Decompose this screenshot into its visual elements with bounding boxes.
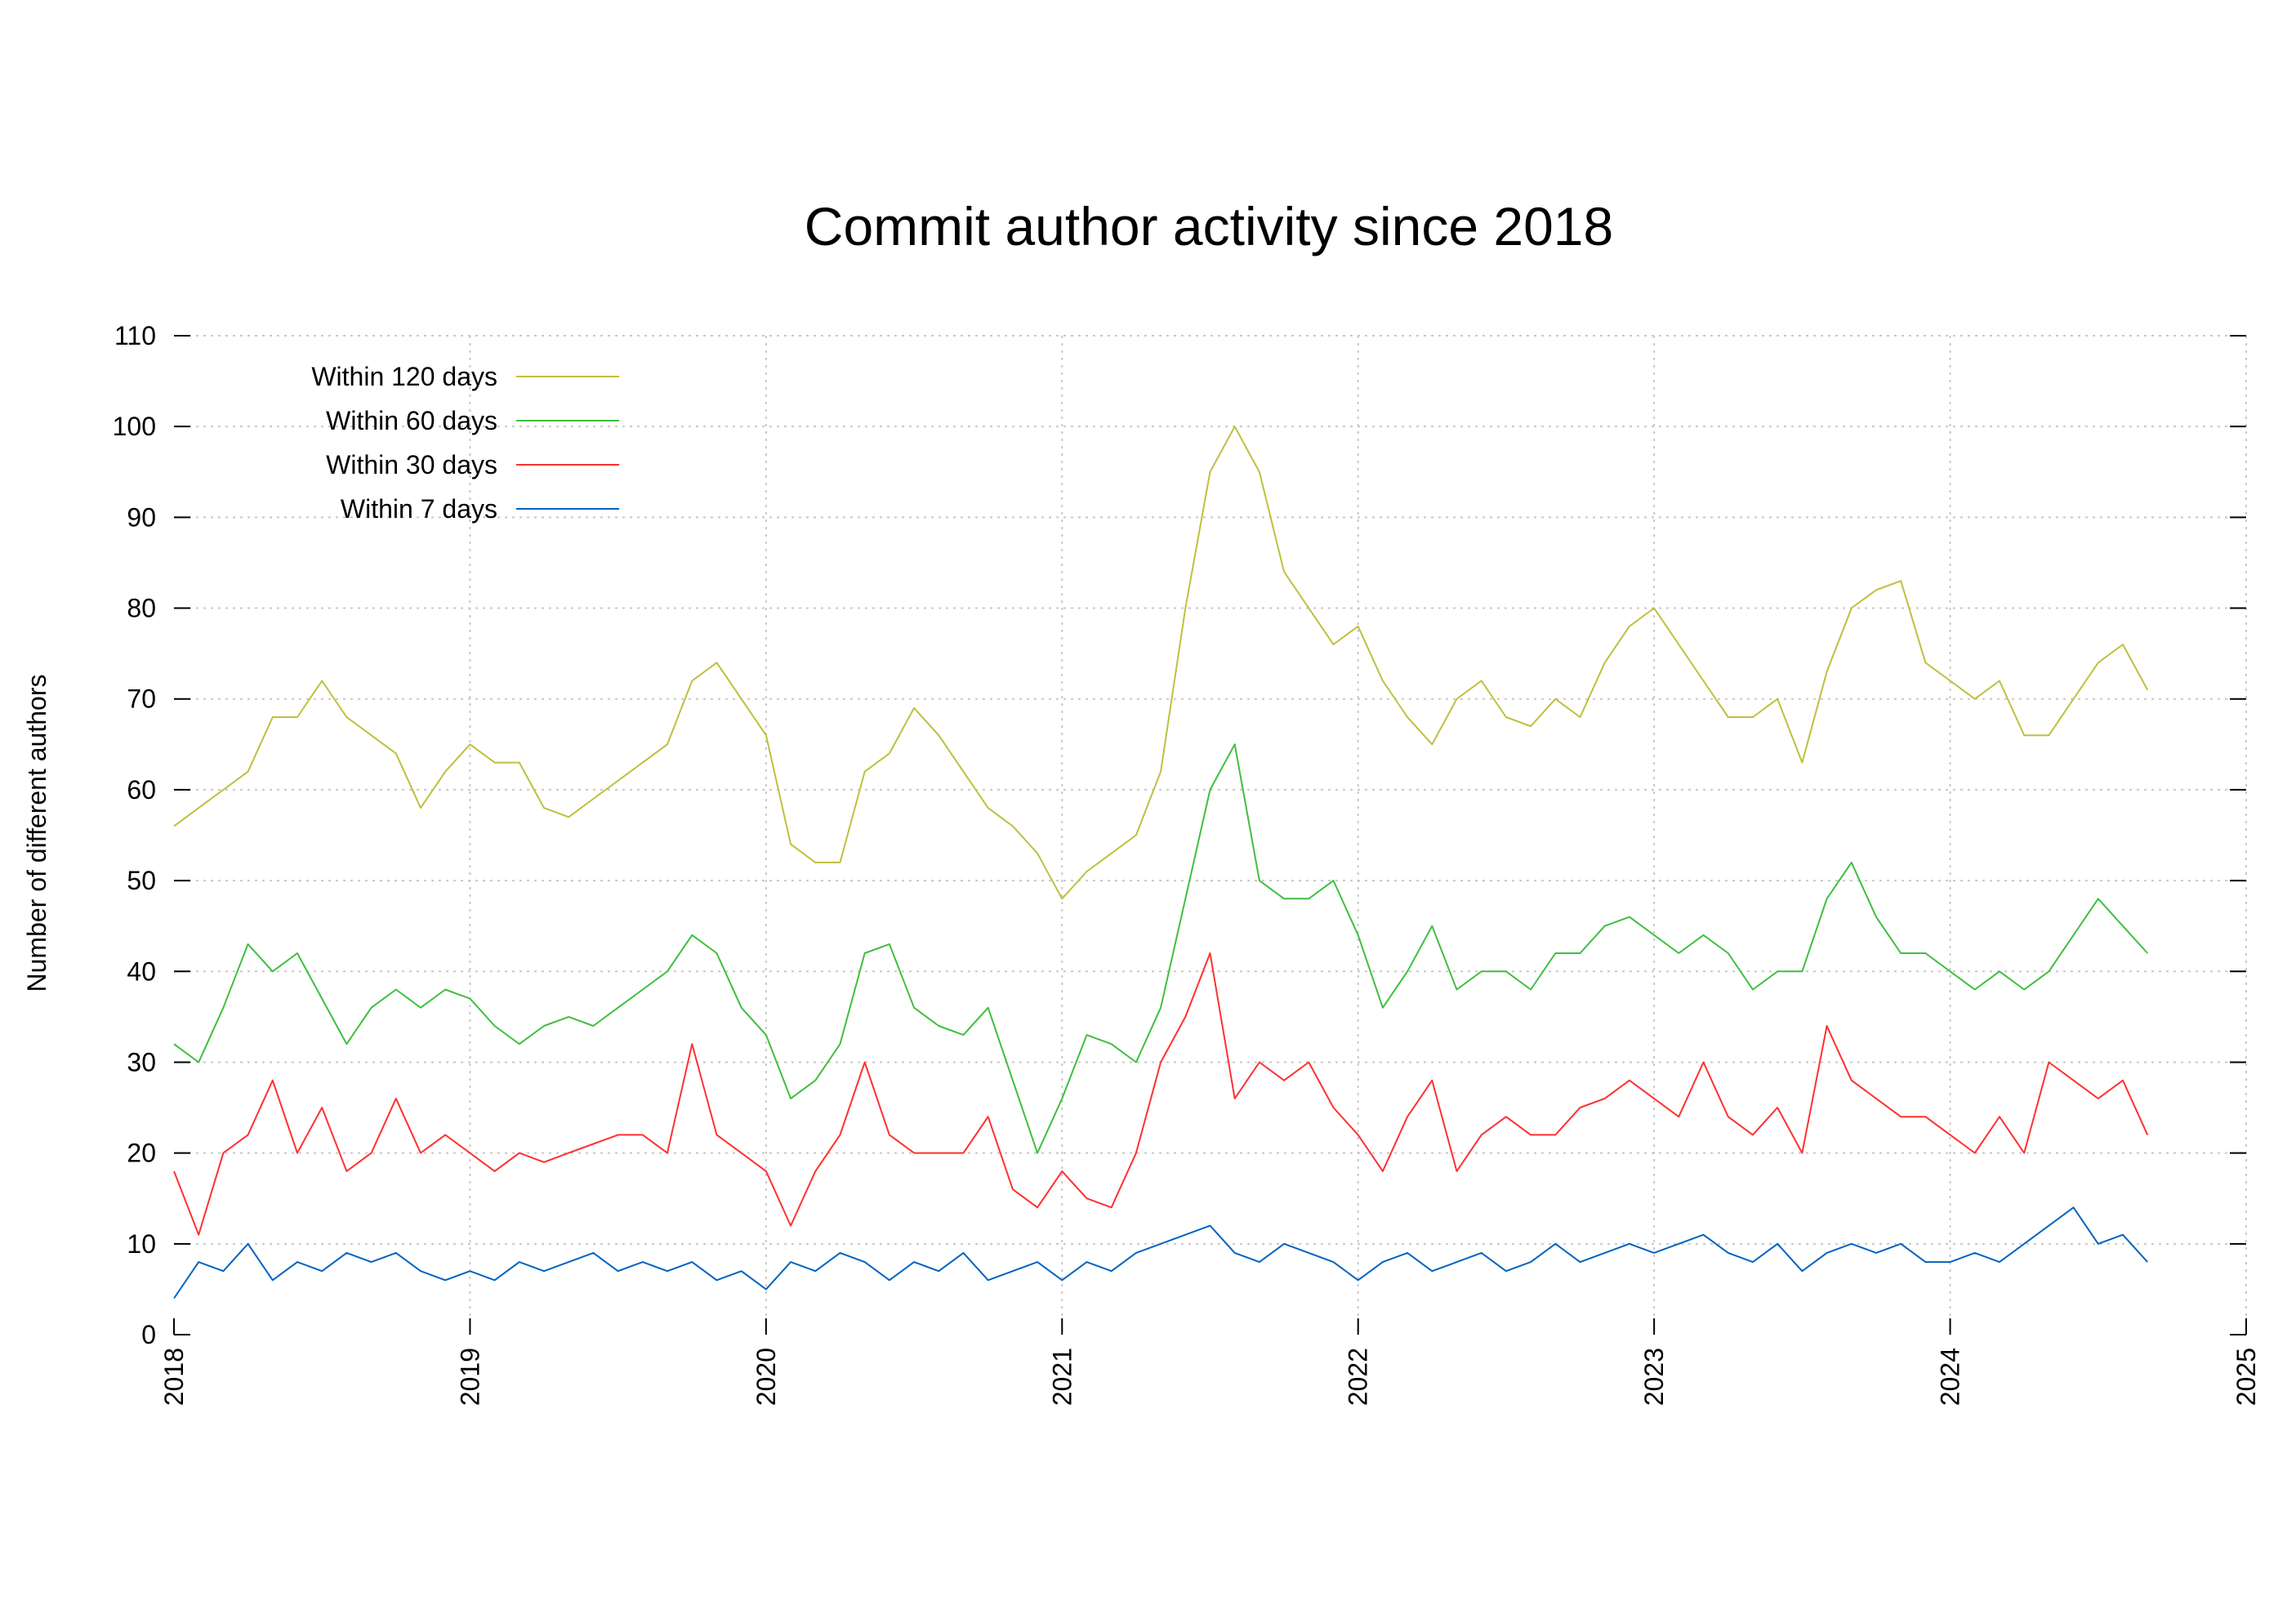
legend-label: Within 120 days: [311, 362, 497, 391]
y-tick-label: 10: [127, 1229, 156, 1259]
series-lines: [173, 426, 2149, 1300]
x-tick-label: 2025: [2231, 1348, 2261, 1406]
series-line-within-60-days: [173, 743, 2148, 1154]
series-line-within-30-days: [173, 952, 2149, 1236]
y-tick-label: 40: [127, 956, 156, 986]
y-tick-label: 60: [127, 775, 156, 805]
legend-label: Within 30 days: [326, 450, 497, 479]
series-line-within-120-days: [173, 426, 2149, 900]
y-tick-label: 50: [127, 866, 156, 895]
legend: Within 120 days Within 60 days Within 30 d…: [311, 362, 619, 524]
y-tick-label: 70: [127, 684, 156, 714]
x-tick-label: 2024: [1936, 1348, 1965, 1406]
y-tick-label: 20: [127, 1139, 156, 1168]
y-tick-label: 100: [113, 412, 156, 441]
legend-label: Within 7 days: [341, 494, 497, 524]
x-tick-label: 2021: [1047, 1348, 1077, 1406]
legend-label: Within 60 days: [326, 406, 497, 435]
axes: 0 10 20 30 40 50 60 70 80 90 100 110 2018 2019 2020 202…: [113, 321, 2261, 1406]
x-tick-label: 2019: [455, 1348, 484, 1406]
series-line-within-7-days: [173, 1206, 2148, 1300]
y-tick-label: 30: [127, 1047, 156, 1077]
x-tick-label: 2023: [1639, 1348, 1669, 1406]
x-tick-label: 2022: [1344, 1348, 1373, 1406]
y-tick-label: 80: [127, 594, 156, 623]
x-tick-label: 2018: [159, 1348, 189, 1406]
chart-title: Commit author activity since 2018: [805, 196, 1613, 256]
y-tick-label: 110: [114, 321, 156, 350]
x-tick-label: 2020: [751, 1348, 781, 1406]
y-tick-label: 90: [127, 502, 156, 532]
y-axis-label: Number of different authors: [22, 675, 51, 992]
y-tick-label: 0: [141, 1320, 156, 1349]
grid: [174, 335, 2247, 1335]
